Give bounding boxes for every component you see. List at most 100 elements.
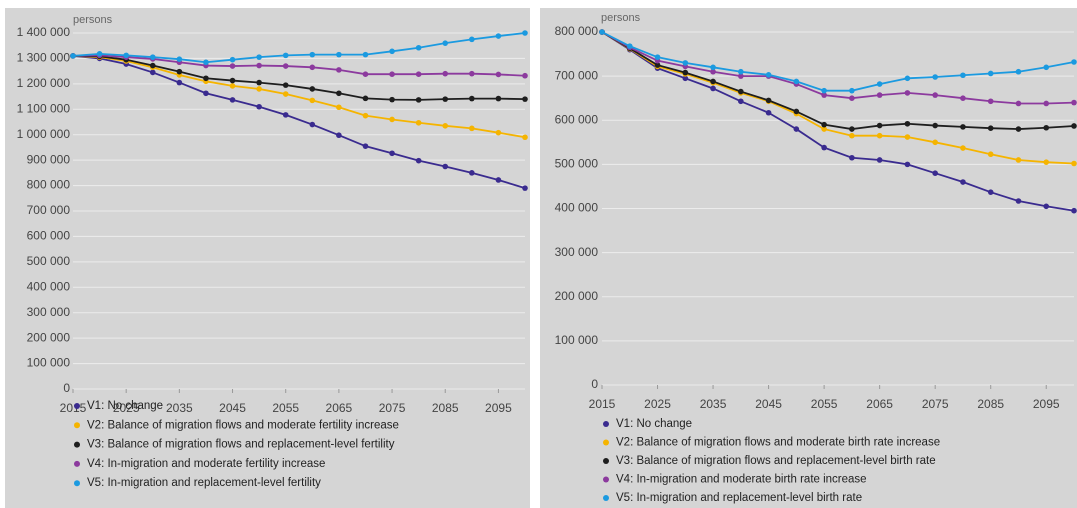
data-point xyxy=(362,112,369,119)
data-point xyxy=(282,112,289,118)
data-point xyxy=(495,33,502,39)
data-point xyxy=(203,59,209,66)
data-point xyxy=(821,87,827,94)
y-tick-label: 1 100 000 xyxy=(17,101,71,115)
data-point xyxy=(522,72,528,79)
data-point xyxy=(821,126,827,132)
data-point xyxy=(149,54,156,60)
data-point xyxy=(203,90,209,97)
data-point xyxy=(442,96,449,102)
data-point xyxy=(495,95,502,102)
data-point xyxy=(495,177,502,183)
x-tick-label: 2075 xyxy=(379,401,406,415)
data-point xyxy=(710,85,716,92)
legend-label: V4: In-migration and moderate birth rate… xyxy=(616,474,867,486)
data-point xyxy=(389,96,395,103)
x-tick-label: 2095 xyxy=(485,401,512,415)
data-point xyxy=(229,97,236,103)
data-point xyxy=(738,73,744,79)
data-point xyxy=(1043,64,1050,71)
data-point xyxy=(442,70,449,77)
data-point xyxy=(70,53,76,59)
data-point xyxy=(309,51,316,58)
legend-label: V2: Balance of migration flows and moder… xyxy=(87,419,399,431)
legend-label: V1: No change xyxy=(616,418,692,430)
y-tick-label: 900 000 xyxy=(27,152,71,166)
y-tick-label: 700 000 xyxy=(555,68,599,82)
series-line xyxy=(72,54,526,189)
data-point xyxy=(904,75,911,82)
data-point xyxy=(522,134,528,141)
series-line xyxy=(72,54,526,139)
data-point xyxy=(987,151,994,158)
data-point xyxy=(793,78,800,85)
data-point xyxy=(362,95,369,102)
data-point xyxy=(389,116,395,123)
data-point xyxy=(876,92,883,98)
data-point xyxy=(336,104,342,111)
data-point xyxy=(336,51,342,58)
data-point xyxy=(309,86,316,92)
data-point xyxy=(176,79,183,86)
data-point xyxy=(765,97,772,104)
data-point xyxy=(849,95,855,101)
data-point xyxy=(1071,160,1077,167)
x-tick-label: 2035 xyxy=(166,401,193,415)
data-point xyxy=(415,44,422,51)
x-tick-label: 2085 xyxy=(977,397,1004,411)
legend-label: V5: In-migration and replacement-level f… xyxy=(87,477,321,489)
data-point xyxy=(389,48,395,55)
series-line xyxy=(72,32,526,64)
data-point xyxy=(442,163,449,170)
data-point xyxy=(469,170,475,176)
series-line xyxy=(601,31,1075,105)
data-point xyxy=(469,36,475,43)
legend-marker xyxy=(74,422,80,429)
data-point xyxy=(309,64,316,71)
data-point xyxy=(1015,100,1022,107)
y-tick-label: 800 000 xyxy=(27,178,71,192)
data-point xyxy=(960,95,966,101)
x-tick-label: 2015 xyxy=(589,397,616,411)
legend-label: V4: In-migration and moderate fertility … xyxy=(87,458,325,470)
data-point xyxy=(932,170,938,176)
y-tick-label: 300 000 xyxy=(27,305,71,319)
data-point xyxy=(282,63,289,69)
data-point xyxy=(849,132,855,139)
data-point xyxy=(1043,159,1050,165)
data-point xyxy=(203,75,209,82)
data-point xyxy=(904,134,911,140)
data-point xyxy=(282,91,289,97)
data-point xyxy=(932,74,938,80)
x-tick-label: 2025 xyxy=(113,401,140,415)
data-point xyxy=(176,68,183,75)
data-point xyxy=(821,92,827,98)
data-point xyxy=(336,67,342,73)
series-line xyxy=(601,31,1075,92)
data-point xyxy=(256,86,262,92)
x-tick-label: 2045 xyxy=(219,401,246,415)
data-point xyxy=(904,161,911,168)
y-tick-label: 400 000 xyxy=(27,279,71,293)
data-point xyxy=(932,139,938,146)
data-point xyxy=(415,157,422,164)
data-point xyxy=(336,90,342,97)
data-point xyxy=(793,108,800,115)
data-point xyxy=(495,129,502,136)
data-point xyxy=(987,125,994,131)
data-point xyxy=(987,98,994,105)
data-point xyxy=(469,125,475,132)
x-tick-label: 2095 xyxy=(1033,397,1060,411)
data-point xyxy=(599,29,605,35)
x-tick-label: 2065 xyxy=(866,397,893,411)
data-point xyxy=(682,60,689,66)
y-tick-label: 1 000 000 xyxy=(17,127,71,141)
x-tick-label: 2025 xyxy=(644,397,671,411)
data-point xyxy=(738,68,744,75)
y-tick-label: 200 000 xyxy=(555,289,599,303)
data-point xyxy=(1043,100,1050,107)
y-tick-label: 600 000 xyxy=(27,229,71,243)
data-point xyxy=(738,88,744,95)
x-tick-label: 2065 xyxy=(326,401,353,415)
